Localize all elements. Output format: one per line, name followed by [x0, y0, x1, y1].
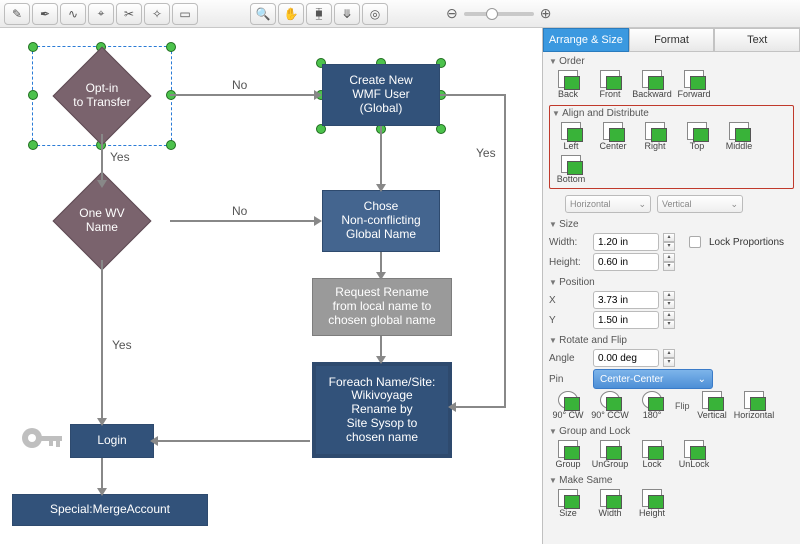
height-input[interactable] [593, 253, 659, 271]
y-input[interactable] [593, 311, 659, 329]
section-position: Position X▴▾ Y▴▾ [549, 277, 794, 329]
unlock-button[interactable]: UnLock [675, 440, 713, 469]
order-back[interactable]: Back [549, 70, 587, 99]
make-same-width[interactable]: Width [591, 489, 629, 518]
group-button[interactable]: Group [549, 440, 587, 469]
section-rotate: Rotate and Flip Angle▴▾ PinCenter-Center… [549, 335, 794, 420]
make-same-height[interactable]: Height [633, 489, 671, 518]
section-make-same: Make Same Size Width Height [549, 475, 794, 518]
tool-node[interactable]: ⌖ [88, 3, 114, 25]
width-input[interactable] [593, 233, 659, 251]
tool-pen[interactable]: ✒ [32, 3, 58, 25]
toolbar: ✎ ✒ ∿ ⌖ ✂ ✧ ▭ 🔍 ✋ ⧯ ⤋ ◎ ⊖ ⊕ [0, 0, 800, 28]
align-left[interactable]: Left [552, 122, 590, 151]
distribute-horizontal[interactable]: Horizontal⌄ [565, 195, 651, 213]
pin-select[interactable]: Center-Center⌄ [593, 369, 713, 389]
rotate-180[interactable]: 180° [633, 391, 671, 420]
tab-format[interactable]: Format [629, 28, 715, 52]
node-chose-name[interactable]: Chose Non-conflicting Global Name [322, 190, 440, 252]
zoom-control[interactable]: ⊖ ⊕ [446, 5, 551, 22]
tool-stamp[interactable]: ⧯ [306, 3, 332, 25]
order-backward[interactable]: Backward [633, 70, 671, 99]
tool-scissors[interactable]: ✂ [116, 3, 142, 25]
section-group: Group and Lock Group UnGroup Lock UnLock [549, 426, 794, 469]
align-right[interactable]: Right [636, 122, 674, 151]
flip-vertical[interactable]: Vertical [693, 391, 731, 420]
rotate-90cw[interactable]: 90° CW [549, 391, 587, 420]
tool-pencil[interactable]: ✎ [4, 3, 30, 25]
tool-hand[interactable]: ✋ [278, 3, 304, 25]
key-icon [18, 420, 66, 464]
align-center[interactable]: Center [594, 122, 632, 151]
tool-eyedrop[interactable]: ⤋ [334, 3, 360, 25]
node-request-rename[interactable]: Request Rename from local name to chosen… [312, 278, 452, 336]
lock-button[interactable]: Lock [633, 440, 671, 469]
node-merge[interactable]: Special:MergeAccount [12, 494, 208, 526]
order-forward[interactable]: Forward [675, 70, 713, 99]
inspector-panel: Arrange & Size Format Text Order Back Fr… [542, 28, 800, 544]
flip-horizontal[interactable]: Horizontal [735, 391, 773, 420]
order-front[interactable]: Front [591, 70, 629, 99]
node-foreach[interactable]: Foreach Name/Site: Wikivoyage Rename by … [312, 362, 452, 458]
distribute-vertical[interactable]: Vertical⌄ [657, 195, 743, 213]
x-input[interactable] [593, 291, 659, 309]
node-opt-in-label: Opt-in to Transfer [73, 82, 130, 110]
make-same-size[interactable]: Size [549, 489, 587, 518]
zoom-out-icon[interactable]: ⊖ [446, 5, 458, 22]
tool-curve[interactable]: ∿ [60, 3, 86, 25]
section-size: Size Width:▴▾ Lock Proportions Height:▴▾ [549, 219, 794, 271]
edge-label-yes3: Yes [112, 338, 132, 352]
tool-target[interactable]: ◎ [362, 3, 388, 25]
tool-zoom[interactable]: 🔍 [250, 3, 276, 25]
align-bottom[interactable]: Bottom [552, 155, 590, 184]
height-stepper[interactable]: ▴▾ [663, 253, 675, 271]
panel-tabs: Arrange & Size Format Text [543, 28, 800, 52]
align-top[interactable]: Top [678, 122, 716, 151]
zoom-in-icon[interactable]: ⊕ [540, 5, 552, 22]
angle-input[interactable] [593, 349, 659, 367]
section-order: Order Back Front Backward Forward [549, 56, 794, 99]
tab-text[interactable]: Text [714, 28, 800, 52]
tab-arrange[interactable]: Arrange & Size [543, 28, 629, 52]
edge-label-no1: No [232, 78, 247, 92]
align-middle[interactable]: Middle [720, 122, 758, 151]
lock-proportions-checkbox[interactable] [689, 236, 701, 248]
node-create-user[interactable]: Create New WMF User (Global) [322, 64, 440, 126]
node-one-wv-label: One WV Name [79, 207, 124, 235]
zoom-slider[interactable] [464, 12, 534, 16]
canvas[interactable]: Opt-in to Transfer One WV Name Create Ne… [0, 28, 542, 544]
width-stepper[interactable]: ▴▾ [663, 233, 675, 251]
node-login[interactable]: Login [70, 424, 154, 458]
tool-rect[interactable]: ▭ [172, 3, 198, 25]
section-align: Align and Distribute Left Center Right T… [549, 105, 794, 189]
edge-label-no2: No [232, 204, 247, 218]
tool-wand[interactable]: ✧ [144, 3, 170, 25]
edge-label-yes1: Yes [110, 150, 130, 164]
ungroup-button[interactable]: UnGroup [591, 440, 629, 469]
rotate-90ccw[interactable]: 90° CCW [591, 391, 629, 420]
edge-label-yes2: Yes [476, 146, 496, 160]
